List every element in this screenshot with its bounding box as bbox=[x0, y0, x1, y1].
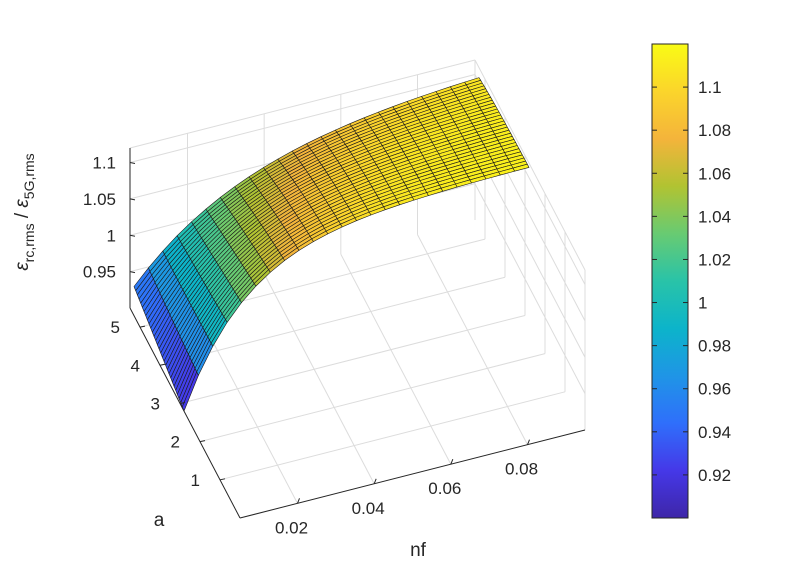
axes-lines bbox=[129, 148, 586, 519]
colorbar-gradient bbox=[651, 43, 689, 519]
y-tick-mark bbox=[199, 440, 206, 443]
z-tick-label: 0.95 bbox=[83, 263, 116, 282]
x-axis-label: nf bbox=[410, 540, 427, 561]
x-tick-label: 0.08 bbox=[505, 460, 538, 479]
y-axis-line bbox=[129, 307, 241, 519]
y-tick-mark bbox=[179, 401, 186, 404]
colorbar: 0.92 0.94 0.96 0.98 1 1.02 1.04 1.06 1.08 1.1 bbox=[651, 43, 731, 519]
floor-grid-line bbox=[417, 234, 528, 445]
colorbar-tick-label: 1.06 bbox=[698, 164, 731, 183]
floor-grid-line bbox=[159, 276, 506, 366]
y-axis-label: a bbox=[154, 510, 165, 531]
x-tick-mark bbox=[527, 439, 530, 445]
z-tick-label: 1.1 bbox=[92, 154, 116, 173]
y-tick-label: 3 bbox=[151, 394, 160, 413]
y-tick-mark bbox=[219, 478, 226, 481]
colorbar-ticks: 0.92 0.94 0.96 0.98 1 1.02 1.04 1.06 1.08 1.1 bbox=[652, 78, 731, 485]
x-tick-mark bbox=[373, 478, 377, 484]
z-tick-labels: 0.95 1 1.05 1.1 bbox=[83, 154, 116, 282]
colorbar-tick-label: 1 bbox=[698, 294, 707, 313]
x-tick-mark bbox=[450, 459, 454, 465]
back-edge-line bbox=[129, 59, 476, 149]
floor-grid-line bbox=[199, 353, 546, 443]
x-tick-labels: 0.02 0.04 0.06 0.08 bbox=[275, 460, 538, 538]
y-tick-mark bbox=[159, 363, 166, 366]
z-axis-label: εrc,rms / ε5G,rms bbox=[12, 153, 37, 270]
z-tick-mark bbox=[129, 271, 136, 274]
floor-grid-line bbox=[340, 253, 452, 465]
back-wall-grid-line bbox=[129, 74, 476, 164]
z-tick-mark bbox=[129, 234, 136, 237]
colorbar-tick-label: 0.98 bbox=[698, 337, 731, 356]
colorbar-tick-label: 1.04 bbox=[698, 207, 731, 226]
surface-plot bbox=[133, 77, 530, 412]
x-tick-label: 0.06 bbox=[428, 479, 461, 498]
side-wall-grid-line bbox=[474, 147, 586, 358]
y-tick-labels: 12 345 bbox=[111, 318, 200, 490]
x-tick-label: 0.02 bbox=[275, 518, 308, 537]
y-tick-label: 2 bbox=[171, 433, 180, 452]
colorbar-tick-label: 1.02 bbox=[698, 250, 731, 269]
z-tick-label: 1 bbox=[107, 226, 116, 245]
y-tick-label: 4 bbox=[131, 356, 140, 375]
colorbar-tick-label: 1.08 bbox=[698, 121, 731, 140]
colorbar-tick-label: 1.1 bbox=[698, 78, 722, 97]
floor-grid-line bbox=[263, 273, 375, 485]
y-tick-label: 1 bbox=[191, 471, 200, 490]
back-edge-line bbox=[474, 59, 586, 271]
z-tick-mark bbox=[129, 162, 136, 165]
y-tick-label: 5 bbox=[111, 318, 120, 337]
colorbar-tick-label: 0.94 bbox=[698, 423, 731, 442]
colorbar-tick-label: 0.92 bbox=[698, 466, 731, 485]
y-tick-mark bbox=[139, 325, 146, 328]
colorbar-tick-label: 0.96 bbox=[698, 380, 731, 399]
floor-grid-line bbox=[179, 314, 526, 404]
z-tick-label: 1.05 bbox=[83, 190, 116, 209]
x-tick-label: 0.04 bbox=[352, 499, 385, 518]
z-tick-mark bbox=[129, 198, 136, 201]
floor-grid-line bbox=[219, 391, 566, 481]
side-wall-grid-line bbox=[474, 183, 586, 394]
x-tick-mark bbox=[297, 498, 300, 504]
svg-text:εrc,rms / ε5G,rms: εrc,rms / ε5G,rms bbox=[12, 153, 37, 270]
